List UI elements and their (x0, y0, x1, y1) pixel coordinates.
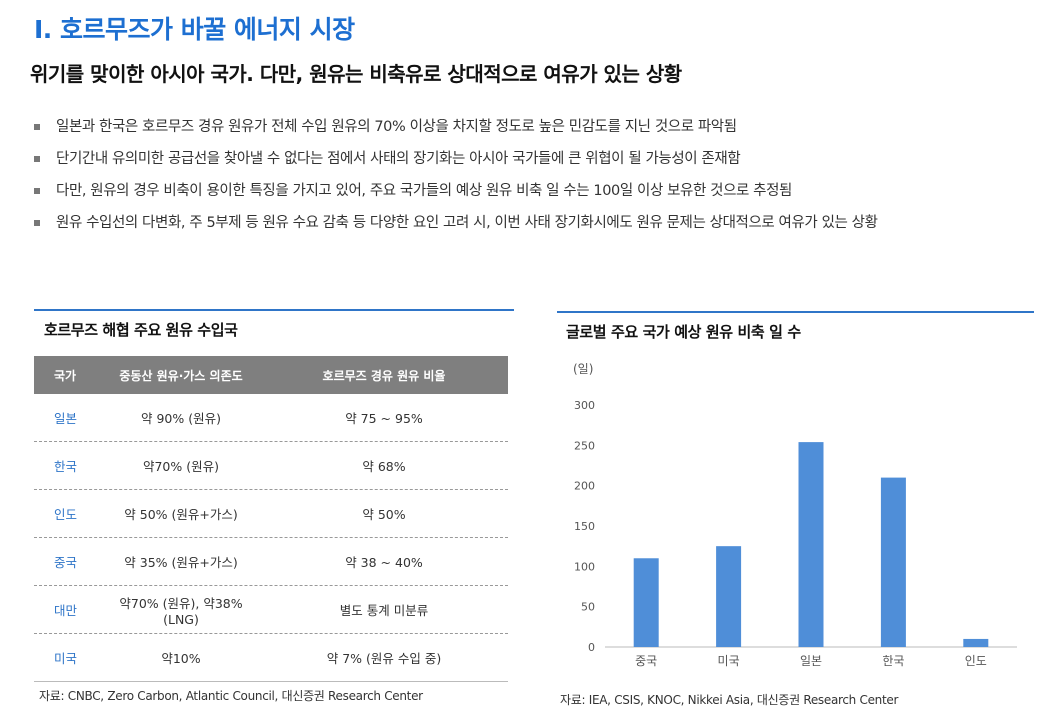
y-tick-label: 300 (574, 399, 595, 412)
section-title: Ⅰ. 호르무즈가 바꿀 에너지 시장 (34, 15, 355, 44)
table-row: 한국 약70% (원유) 약 68% (34, 442, 508, 490)
x-tick-label: 중국 (635, 654, 657, 668)
x-tick-label: 한국 (882, 654, 904, 668)
cell-country: 미국 (54, 651, 78, 666)
table-title: 호르무즈 해협 주요 원유 수입국 (44, 321, 238, 339)
y-tick-label: 100 (574, 560, 595, 573)
x-tick-label: 인도 (965, 654, 987, 668)
cell-country: 한국 (54, 459, 78, 474)
x-tick-label: 미국 (718, 654, 740, 668)
cell-hormuz-ratio: 약 7% (원유 수입 중) (326, 651, 442, 666)
y-tick-label: 250 (574, 439, 595, 452)
bar-중국 (633, 558, 659, 647)
table-row: 일본 약 90% (원유) 약 75 ~ 95% (34, 394, 508, 442)
table-source: 자료: CNBC, Zero Carbon, Atlantic Council,… (39, 689, 423, 703)
cell-country: 대만 (54, 603, 78, 618)
y-tick-label: 50 (581, 601, 595, 614)
table-header: 국가 중동산 원유·가스 의존도 호르무즈 경유 원유 비율 (34, 356, 508, 394)
reserve-bar-chart: (일) 0 50 100 150 200 250 300 중국 미국 일본 한국 인도 (573, 362, 1017, 668)
import-table: 국가 중동산 원유·가스 의존도 호르무즈 경유 원유 비율 일본 약 90% … (34, 356, 508, 682)
bar-미국 (716, 546, 742, 647)
cell-hormuz-ratio: 약 75 ~ 95% (345, 411, 423, 426)
chart-source: 자료: IEA, CSIS, KNOC, Nikkei Asia, 대신증권 R… (560, 693, 899, 707)
cell-hormuz-ratio: 약 50% (362, 507, 406, 522)
bar-인도 (963, 638, 989, 647)
bullet-item: 다만, 원유의 경우 비축이 용이한 특징을 가지고 있어, 주요 국가들의 예… (34, 180, 1044, 212)
table-row: 중국 약 35% (원유+가스) 약 38 ~ 40% (34, 538, 508, 586)
bar-한국 (880, 477, 906, 647)
page-subtitle: 위기를 맞이한 아시아 국가. 다만, 원유는 비축유로 상대적으로 여유가 있… (30, 62, 682, 86)
header-hormuz-ratio: 호르무즈 경유 원유 비율 (322, 368, 446, 383)
cell-dependency: 약70% (원유), 약38% (LNG) (119, 595, 243, 627)
cell-hormuz-ratio: 약 38 ~ 40% (345, 555, 423, 570)
reserve-chart-panel: 글로벌 주요 국가 예상 원유 비축 일 수 (일) 0 50 100 150 200 25… (557, 311, 1034, 707)
cell-dependency: 약10% (161, 651, 201, 666)
y-tick-label: 200 (574, 480, 595, 493)
cell-hormuz-ratio: 약 68% (362, 459, 406, 474)
table-row: 인도 약 50% (원유+가스) 약 50% (34, 490, 508, 538)
table-row: 대만 약70% (원유), 약38% (LNG) 별도 통계 미분류 (34, 586, 508, 634)
bullet-item: 원유 수입선의 다변화, 주 5부제 등 원유 수요 감축 등 다양한 요인 고… (34, 212, 1044, 244)
bullet-list: 일본과 한국은 호르무즈 경유 원유가 전체 수입 원유의 70% 이상을 차지… (34, 116, 1044, 244)
x-tick-label: 일본 (800, 654, 822, 668)
cell-dependency: 약 35% (원유+가스) (124, 555, 238, 570)
bar-일본 (798, 442, 824, 647)
cell-hormuz-ratio: 별도 통계 미분류 (339, 603, 429, 618)
cell-country: 일본 (54, 411, 78, 426)
bullet-item: 일본과 한국은 호르무즈 경유 원유가 전체 수입 원유의 70% 이상을 차지… (34, 116, 1044, 148)
cell-dependency: 약 50% (원유+가스) (124, 507, 238, 522)
cell-country: 인도 (54, 507, 78, 522)
header-country: 국가 (54, 368, 77, 383)
y-tick-label: 0 (588, 641, 595, 654)
chart-title: 글로벌 주요 국가 예상 원유 비축 일 수 (566, 323, 801, 341)
header-dependency: 중동산 원유·가스 의존도 (119, 368, 243, 383)
y-axis-label: (일) (573, 362, 593, 376)
cell-dependency: 약 90% (원유) (141, 411, 221, 426)
cell-dependency: 약70% (원유) (142, 459, 219, 474)
cell-country: 중국 (54, 555, 78, 570)
bullet-item: 단기간내 유의미한 공급선을 찾아낼 수 없다는 점에서 사태의 장기화는 아시… (34, 148, 1044, 180)
y-tick-label: 150 (574, 520, 595, 533)
import-table-panel: 호르무즈 해협 주요 원유 수입국 국가 중동산 원유·가스 의존도 호르무즈 … (34, 309, 514, 703)
table-row: 미국 약10% 약 7% (원유 수입 중) (34, 634, 508, 682)
